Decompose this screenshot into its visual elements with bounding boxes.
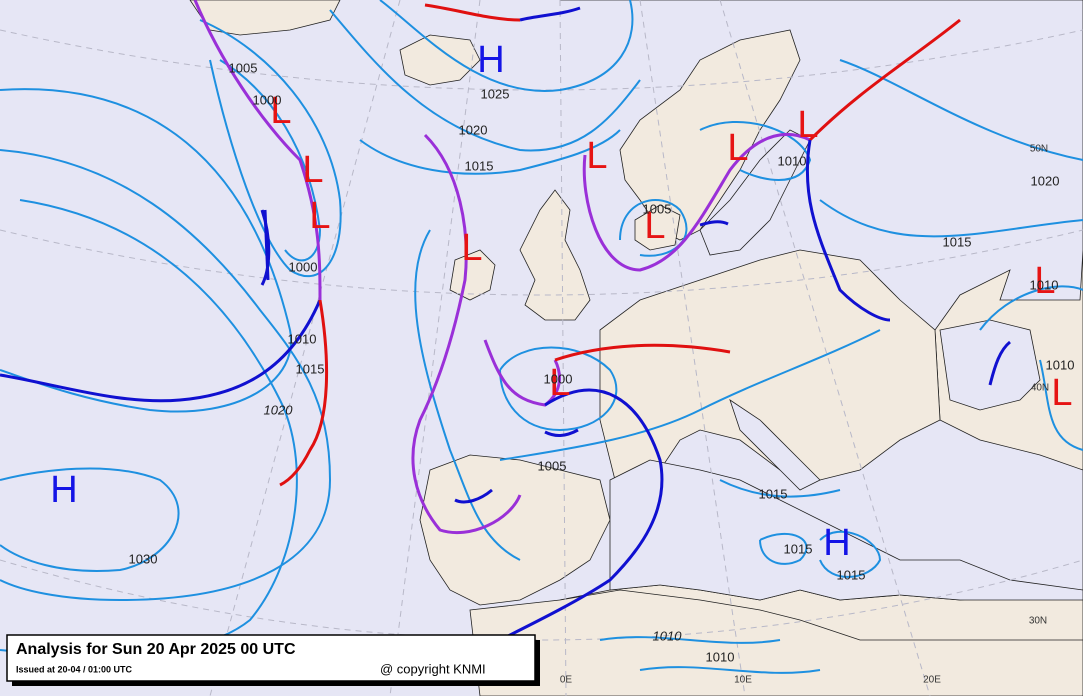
low-label: L [1051,372,1072,414]
isobar-label: 1010 [288,331,317,346]
low-label: L [549,362,570,404]
issued-time: Issued at 20-04 / 01:00 UTC [16,664,133,674]
isobar-label: 1000 [253,92,282,107]
low-label: L [309,195,330,237]
title-box: Analysis for Sun 20 Apr 2025 00 UTC Issu… [6,634,540,686]
isobar-label: 1015 [784,541,813,556]
low-label: L [797,104,818,146]
title: Analysis for Sun 20 Apr 2025 00 UTC [16,641,296,658]
high-label: H [50,469,77,511]
land [189,0,1083,696]
isobar-label: 1020 [459,122,488,137]
low-label: L [586,135,607,177]
fronts [0,0,1011,642]
isobar-label: 1015 [837,567,866,582]
low-label: L [270,90,291,132]
high-label: H [823,522,850,564]
grid-labels: 50N 40N 30N 0E 10E 20E [560,144,1049,686]
isobar-label: 1010 [1046,357,1075,372]
isobars [0,0,1083,674]
latitude-label: 50N [1030,144,1048,155]
isobar-label: 1010 [778,153,807,168]
isobar-label: 1020 [1031,173,1060,188]
copyright: @ copyright KNMI [380,661,486,676]
isobar-label: 1010 [706,649,735,664]
longitude-label: 10E [734,675,752,686]
pressure-centers: H H H L L L L L L L L L L L [50,39,1072,564]
low-label: L [644,205,665,247]
title-panel [6,634,536,682]
isobar-label: 1010 [1030,277,1059,292]
isobar-label: 1005 [643,201,672,216]
longitude-label: 0E [560,675,573,686]
high-label: H [477,39,504,81]
latitude-label: 30N [1029,616,1047,627]
latitude-label: 40N [1031,383,1049,394]
isobar-label: 1015 [296,361,325,376]
isobar-label: 1025 [481,86,510,101]
isobar-labels: 1005 1000 1025 1020 1015 1000 1010 1015 … [129,60,1075,664]
isobar-label: 1030 [129,551,158,566]
low-label: L [302,149,323,191]
isobar-label: 1000 [289,259,318,274]
isobar-label: 1015 [759,486,788,501]
isobar-label: 1015 [943,234,972,249]
isobar-label: 1000 [544,371,573,386]
low-label: L [461,227,482,269]
low-label: L [727,127,748,169]
isobar-label: 1005 [538,458,567,473]
isobar-label: 1005 [229,60,258,75]
longitude-label: 20E [923,675,941,686]
low-label: L [1034,260,1055,302]
isobar-label: 1015 [465,158,494,173]
isobar-label: 1020 [264,402,294,417]
isobar-label: 1010 [653,628,683,643]
